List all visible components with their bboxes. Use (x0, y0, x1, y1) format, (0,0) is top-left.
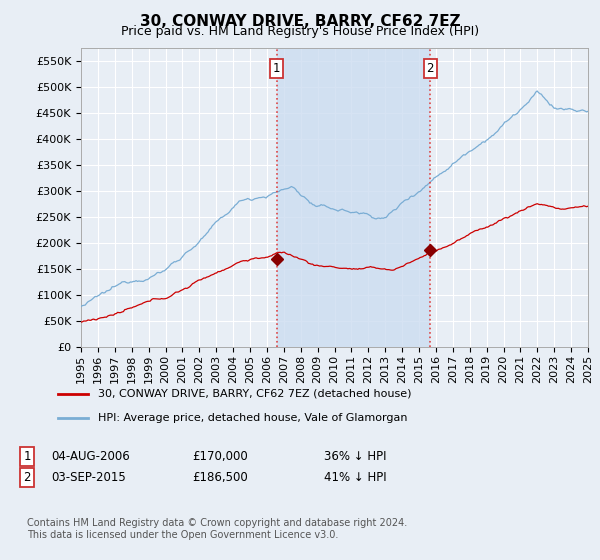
Text: 2: 2 (23, 470, 31, 484)
Text: 1: 1 (273, 62, 280, 74)
Text: 1: 1 (23, 450, 31, 463)
Text: £186,500: £186,500 (192, 470, 248, 484)
Text: 41% ↓ HPI: 41% ↓ HPI (324, 470, 386, 484)
Text: HPI: Average price, detached house, Vale of Glamorgan: HPI: Average price, detached house, Vale… (98, 413, 408, 423)
Text: Price paid vs. HM Land Registry's House Price Index (HPI): Price paid vs. HM Land Registry's House … (121, 25, 479, 38)
Text: £170,000: £170,000 (192, 450, 248, 463)
Text: 36% ↓ HPI: 36% ↓ HPI (324, 450, 386, 463)
Text: 03-SEP-2015: 03-SEP-2015 (51, 470, 126, 484)
Bar (277, 48, 430, 347)
Text: 04-AUG-2006: 04-AUG-2006 (51, 450, 130, 463)
Text: Contains HM Land Registry data © Crown copyright and database right 2024.
This d: Contains HM Land Registry data © Crown c… (27, 519, 407, 540)
Text: 2: 2 (427, 62, 434, 74)
Text: 30, CONWAY DRIVE, BARRY, CF62 7EZ (detached house): 30, CONWAY DRIVE, BARRY, CF62 7EZ (detac… (98, 389, 412, 399)
Text: 30, CONWAY DRIVE, BARRY, CF62 7EZ: 30, CONWAY DRIVE, BARRY, CF62 7EZ (140, 14, 460, 29)
